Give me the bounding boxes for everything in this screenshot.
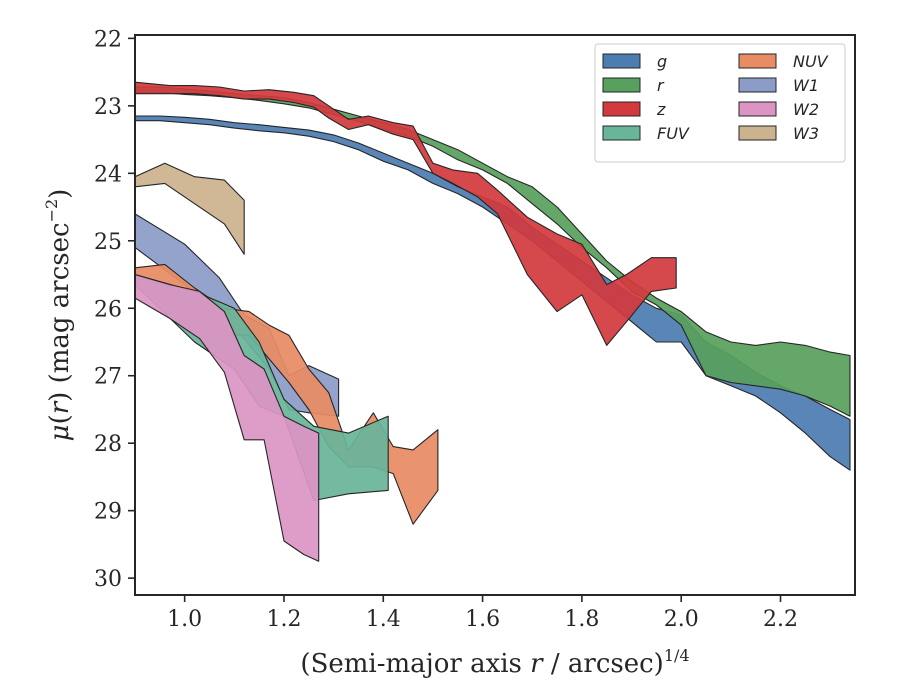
y-axis-label-mu: μ xyxy=(45,424,75,441)
y-tick-label: 28 xyxy=(94,432,122,457)
legend-swatch-r xyxy=(602,77,641,93)
x-axis-label-var: r xyxy=(530,649,544,679)
legend-label-w1: W1 xyxy=(793,76,819,95)
x-tick-label: 1.4 xyxy=(366,607,401,632)
y-axis-label: μ(r) (mag arcsec−2) xyxy=(42,189,75,442)
legend-swatch-w2 xyxy=(738,101,777,117)
y-axis-ticks: 22 23 24 25 26 27 28 29 30 xyxy=(94,27,135,592)
y-tick-label: 26 xyxy=(94,297,122,322)
legend-swatch-nuv xyxy=(738,53,777,69)
legend-swatch-w3 xyxy=(738,125,777,141)
y-tick-label: 25 xyxy=(94,230,122,255)
x-axis-label-main: (Semi-major axis xyxy=(300,649,530,679)
y-tick-label: 27 xyxy=(94,365,122,390)
plot-frame xyxy=(134,34,856,596)
legend-label-w2: W2 xyxy=(793,100,819,119)
y-axis-label-end: ) xyxy=(45,189,75,199)
x-tick-label: 1.0 xyxy=(167,607,202,632)
y-tick-label: 24 xyxy=(94,162,122,187)
legend-swatch-fuv xyxy=(602,125,641,141)
band-w2 xyxy=(135,273,320,562)
x-tick-label: 1.6 xyxy=(465,607,500,632)
band-g xyxy=(135,115,851,471)
band-z xyxy=(135,81,677,346)
x-axis-label: (Semi-major axis r / arcsec)1/4 xyxy=(300,646,689,679)
x-axis-ticks: 1.0 1.2 1.4 1.6 1.8 2.0 2.2 xyxy=(167,595,798,632)
legend-label-g: g xyxy=(657,52,667,71)
legend-label-w3: W3 xyxy=(793,124,819,143)
y-tick-label: 23 xyxy=(94,95,122,120)
y-tick-label: 29 xyxy=(94,500,122,525)
legend-swatch-g xyxy=(602,53,641,69)
series-bands xyxy=(135,81,851,562)
x-tick-label: 1.2 xyxy=(266,607,301,632)
legend-label-fuv: FUV xyxy=(657,124,690,143)
x-axis-label-rest: / arcsec) xyxy=(543,649,664,679)
band-w3 xyxy=(135,162,245,255)
legend-label-nuv: NUV xyxy=(793,52,829,71)
y-axis-label-exp: −2 xyxy=(42,199,61,223)
y-tick-label: 22 xyxy=(94,27,122,52)
legend: grz FUV NUV W1 W2 W3 xyxy=(594,43,846,163)
y-axis-label-close: ) xyxy=(45,392,75,402)
x-axis-label-exp: 1/4 xyxy=(664,646,690,665)
legend-swatch-z xyxy=(602,101,641,117)
legend-label-z: z xyxy=(656,100,666,119)
legend-swatch-w1 xyxy=(738,77,777,93)
x-tick-label: 1.8 xyxy=(564,607,599,632)
x-tick-label: 2.0 xyxy=(664,607,699,632)
y-axis-label-open: ( xyxy=(45,414,75,424)
y-axis-label-units: (mag arcsec xyxy=(45,222,75,391)
x-tick-label: 2.2 xyxy=(763,607,798,632)
legend-label-r: r xyxy=(657,76,665,95)
y-tick-label: 30 xyxy=(94,567,122,592)
legend-box xyxy=(594,43,846,163)
y-axis-label-var: r xyxy=(45,400,75,414)
